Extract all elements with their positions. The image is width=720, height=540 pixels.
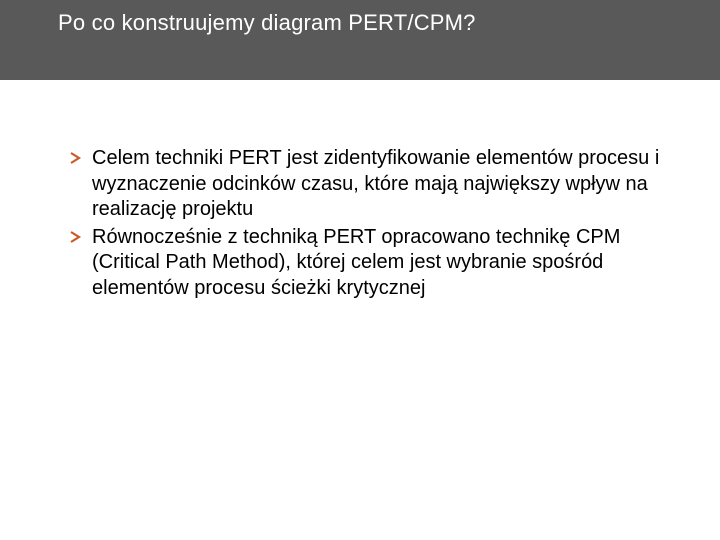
list-item: Celem techniki PERT jest zidentyfikowani… [70,146,680,223]
slide-body: Celem techniki PERT jest zidentyfikowani… [0,80,720,302]
bullet-text: Równocześnie z techniką PERT opracowano … [92,225,680,302]
arrow-right-icon [70,231,92,245]
arrow-right-icon [70,152,92,166]
list-item: Równocześnie z techniką PERT opracowano … [70,225,680,302]
page-title: Po co konstruujemy diagram PERT/CPM? [58,10,720,36]
bullet-text: Celem techniki PERT jest zidentyfikowani… [92,146,680,223]
slide-header: Po co konstruujemy diagram PERT/CPM? [0,0,720,80]
